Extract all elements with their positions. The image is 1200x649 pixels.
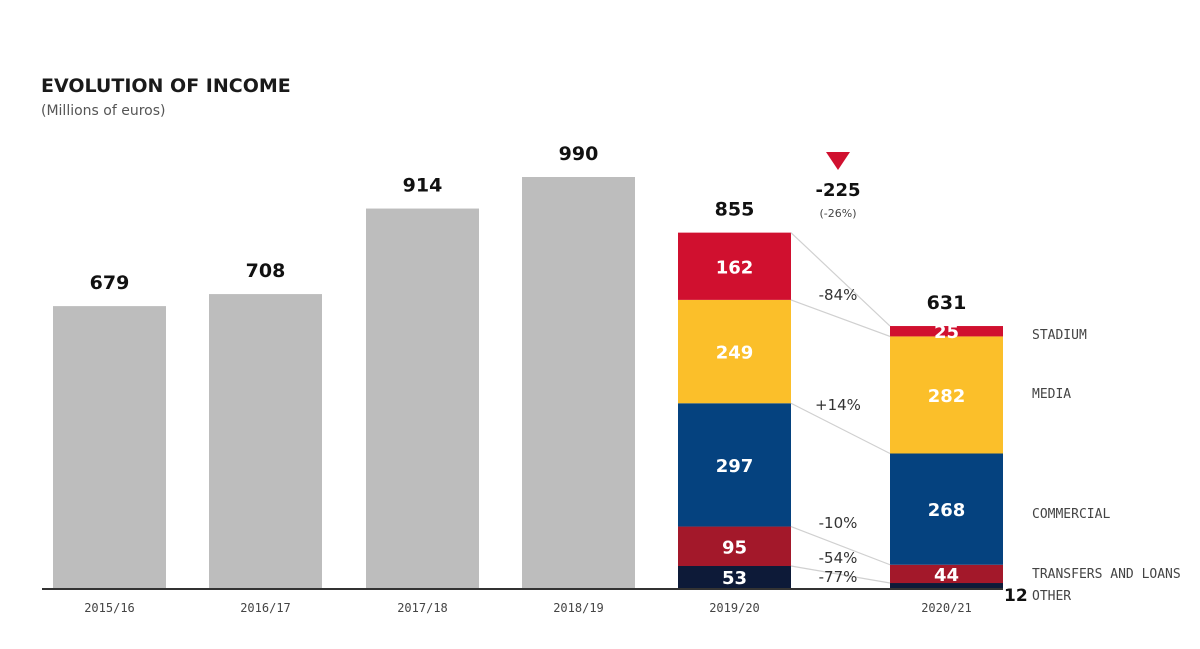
x-tick-2017-18: 2017/18 (397, 601, 448, 615)
segment-label-commercial-2019-20: 297 (716, 456, 754, 477)
legend-transfers-and-loans: TRANSFERS AND LOANS (1032, 567, 1181, 582)
segment-media-2020-21 (890, 336, 1003, 454)
connector-commercial (790, 402, 891, 455)
segment-label-stadium-2019-20: 162 (716, 257, 754, 278)
connector-other (790, 565, 891, 584)
x-tick-2019-20: 2019/20 (709, 601, 760, 615)
segment-stadium-2019-20 (678, 232, 791, 300)
other-value-label-2020-21: 12 (1004, 586, 1028, 606)
segment-label-other-2019-20: 53 (722, 568, 747, 589)
bars-group (53, 177, 1003, 588)
segment-commercial-2019-20 (678, 403, 791, 527)
segment-label-media-2019-20: 249 (716, 343, 754, 364)
segment-label-transfers-and-loans-2020-21: 44 (934, 565, 959, 586)
segment-label-commercial-2020-21: 268 (928, 500, 966, 521)
x-tick-2015-16: 2015/16 (84, 601, 135, 615)
segment-stadium-2020-21 (890, 326, 1003, 337)
connector-transfers-and-loans (790, 525, 891, 566)
chart-title: EVOLUTION OF INCOME (41, 75, 291, 97)
total-label-2015-16: 679 (90, 272, 130, 294)
total-label-2017-18: 914 (403, 175, 443, 197)
labels-group: 679 2015/16 708 2016/17 914 2017/18 990 2018/19… (84, 143, 1181, 615)
change-commercial: -10% (819, 514, 858, 532)
segment-other-2019-20 (678, 565, 791, 588)
bar-2018-19 (522, 177, 635, 588)
bar-2016-17 (209, 294, 322, 588)
segment-label-transfers-and-loans-2019-20: 95 (722, 537, 747, 558)
legend-stadium: STADIUM (1032, 328, 1087, 343)
legend-commercial: COMMERCIAL (1032, 507, 1110, 522)
legend-media: MEDIA (1032, 387, 1071, 402)
delta-percent: (-26%) (819, 207, 856, 220)
segment-transfers-and-loans-2019-20 (678, 526, 791, 566)
total-label-2019-20: 855 (715, 199, 755, 221)
segment-transfers-and-loans-2020-21 (890, 564, 1003, 584)
x-tick-2020-21: 2020/21 (921, 601, 972, 615)
down-arrow-icon (826, 152, 850, 170)
x-tick-2016-17: 2016/17 (240, 601, 291, 615)
total-label-2020-21: 631 (927, 292, 967, 314)
x-tick-2018-19: 2018/19 (553, 601, 604, 615)
legend-other: OTHER (1032, 589, 1071, 604)
segment-label-stadium-2020-21: 25 (934, 322, 959, 343)
segment-label-media-2020-21: 282 (928, 386, 966, 407)
connector-media (790, 299, 891, 337)
change-media: +14% (815, 396, 861, 414)
connectors-group (790, 232, 891, 584)
delta-value: -225 (815, 180, 860, 201)
bar-2017-18 (366, 208, 479, 588)
change-transfers-and-loans: -54% (819, 549, 858, 567)
segment-commercial-2020-21 (890, 453, 1003, 565)
segment-other-2020-21 (890, 583, 1003, 588)
segment-media-2019-20 (678, 299, 791, 404)
chart-subtitle: (Millions of euros) (41, 103, 165, 119)
change-stadium: -84% (819, 286, 858, 304)
total-label-2016-17: 708 (246, 260, 286, 282)
bar-2015-16 (53, 306, 166, 588)
change-other: -77% (819, 568, 858, 586)
total-label-2018-19: 990 (559, 143, 599, 165)
connector-stadium (790, 232, 891, 327)
